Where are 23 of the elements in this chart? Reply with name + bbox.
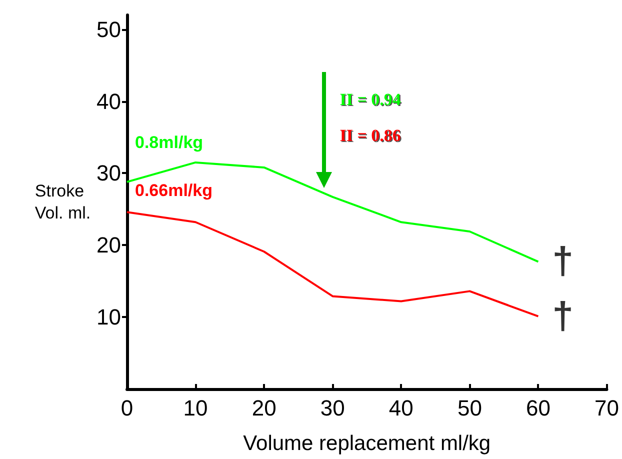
x-axis-title: Volume replacement ml/kg [243, 432, 491, 455]
y-tick-label: 40 [96, 88, 121, 114]
x-tick-label: 40 [388, 396, 414, 420]
y-axis-title: Stroke Vol. ml. [34, 182, 91, 222]
x-tick-label: 60 [526, 396, 550, 420]
series-label: 0.66ml/kg [135, 181, 212, 200]
x-tick-label: 10 [183, 396, 208, 420]
annotation: II = 0.86 [340, 125, 401, 147]
line-series [126, 161, 540, 263]
x-tick-label: 30 [320, 396, 345, 420]
annotation: † [552, 295, 574, 338]
series-label: 0.8ml/kg [135, 132, 204, 152]
annotation: II = 0.94 [340, 89, 401, 111]
x-tick-label: 20 [252, 396, 276, 420]
x-tick-label: 0 [120, 396, 134, 420]
y-tick-label: 10 [96, 304, 121, 330]
x-tick-label: 70 [594, 396, 620, 420]
y-tick-label: 30 [96, 160, 121, 186]
y-tick-label: 50 [96, 16, 121, 42]
x-tick-label: 50 [457, 396, 482, 420]
line-series [126, 211, 540, 318]
annotation: † [552, 240, 574, 283]
y-tick-label: 20 [96, 232, 121, 258]
